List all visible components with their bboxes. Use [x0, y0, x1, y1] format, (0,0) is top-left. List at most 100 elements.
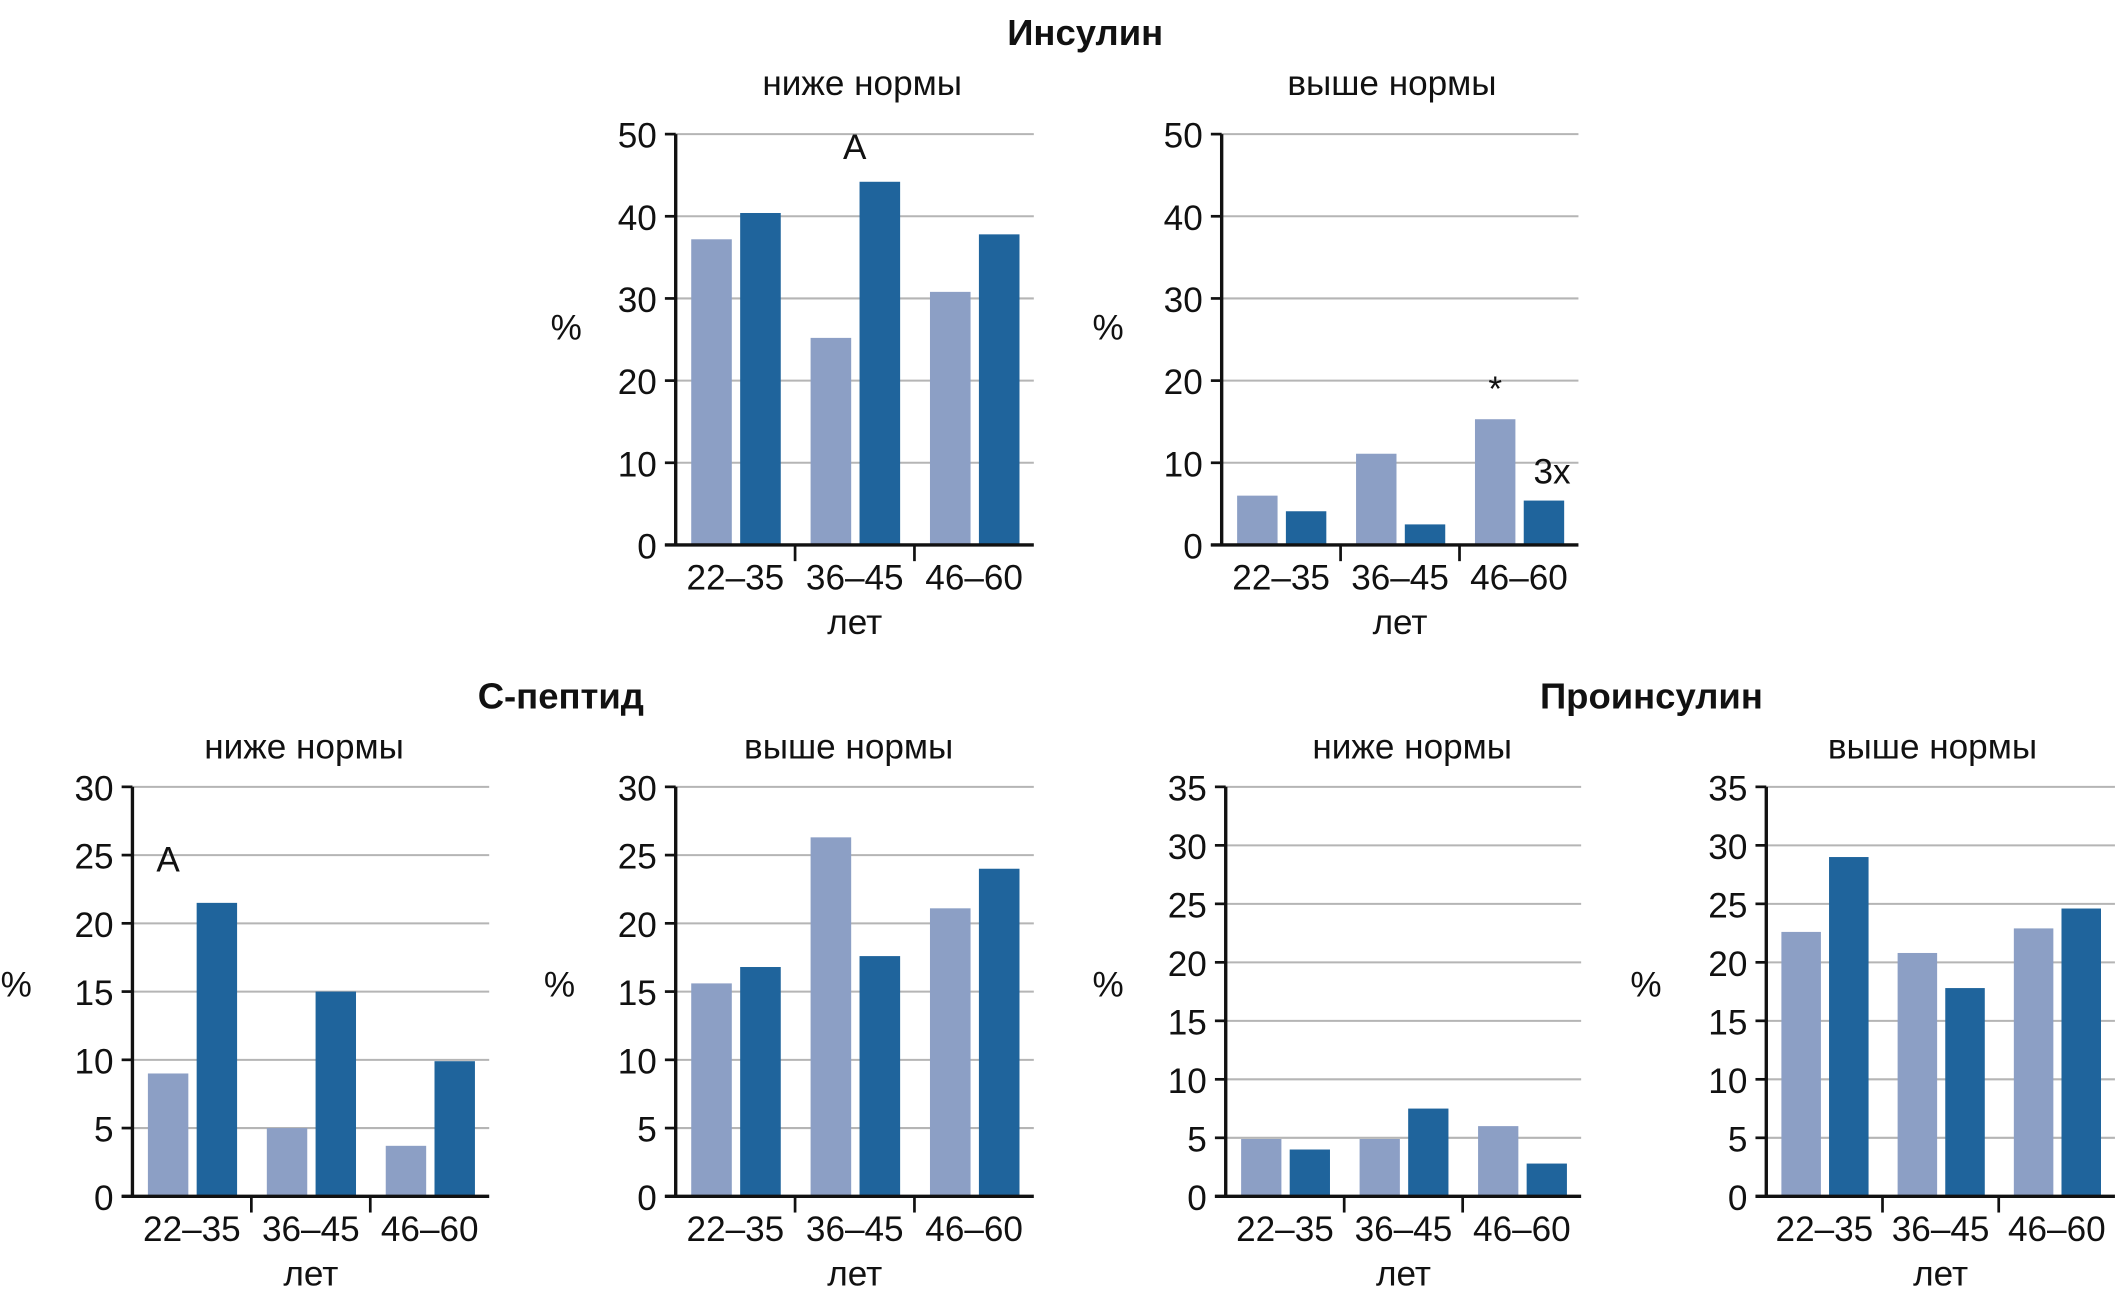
- x-tick-label: 46–60: [381, 1210, 479, 1249]
- y-tick-label: 20: [1708, 945, 1747, 984]
- y-tick-label: 40: [618, 199, 657, 238]
- y-tick-label: 15: [74, 974, 113, 1013]
- y-tick-label: 5: [1728, 1120, 1748, 1159]
- y-tick-label: 50: [1164, 117, 1203, 156]
- y-tick-label: 0: [94, 1179, 114, 1218]
- y-tick-label: 35: [1168, 769, 1207, 808]
- x-tick-label: 36–45: [262, 1210, 360, 1249]
- bar-dark-1: [859, 956, 901, 1197]
- y-tick-label: 30: [1164, 281, 1203, 320]
- chart-subtitle: ниже нормы: [204, 727, 404, 766]
- y-tick-label: 0: [1187, 1179, 1207, 1218]
- bar-light-1: [1359, 1138, 1400, 1197]
- x-tick-label: 36–45: [1355, 1210, 1453, 1249]
- bar-light-1: [810, 337, 852, 545]
- chart-4: ниже нормы 0 5 10 15 20 25 30 35 22–35 36–45 46–60%…: [1093, 727, 1582, 1294]
- annotation: A: [843, 128, 867, 167]
- x-tick-label: 22–35: [1236, 1210, 1334, 1249]
- x-tick-label: 22–35: [687, 559, 785, 598]
- x-axis-label: лет: [827, 603, 882, 642]
- annotation: A: [156, 840, 180, 879]
- bar-dark-0: [740, 967, 781, 1197]
- bar-dark-0: [1829, 857, 1869, 1197]
- bar-light-1: [1897, 952, 1938, 1197]
- annotation: *: [1488, 370, 1502, 409]
- chart-subtitle: ниже нормы: [1312, 727, 1512, 766]
- y-tick-label: 20: [1168, 945, 1207, 984]
- chart-subtitle: выше нормы: [1287, 64, 1496, 103]
- bar-dark-2: [2061, 908, 2101, 1197]
- bar-light-2: [929, 291, 971, 545]
- y-tick-label: 30: [618, 769, 657, 808]
- chart-3: выше нормы 0 5 10 15 20 25 30 22–35 36–45 46–60% ле…: [544, 727, 1034, 1294]
- chart-2: ниже нормы 0 5 10 15 20 25 30 22–35 36–45 46–60% ле…: [1, 727, 490, 1294]
- y-tick-label: 5: [94, 1111, 114, 1150]
- y-tick-label: 15: [1168, 1003, 1207, 1042]
- y-tick-label: 35: [1708, 769, 1747, 808]
- y-axis-label: %: [544, 965, 575, 1004]
- chart-1: выше нормы 0 10 20 30 40 50 22–35 36–45 46–60% лет…: [1093, 64, 1579, 642]
- annotation: 3x: [1534, 452, 1572, 491]
- x-tick-label: 46–60: [1473, 1210, 1571, 1249]
- group-title-insulin: Инсулин: [1007, 12, 1163, 53]
- y-tick-label: 10: [1164, 445, 1203, 484]
- y-tick-label: 25: [618, 838, 657, 877]
- y-axis-label: %: [1093, 965, 1124, 1004]
- x-axis-label: лет: [827, 1255, 882, 1294]
- y-tick-label: 10: [618, 445, 657, 484]
- y-tick-label: 20: [1164, 363, 1203, 402]
- y-tick-label: 10: [74, 1042, 113, 1081]
- bar-dark-2: [978, 234, 1020, 545]
- x-tick-label: 22–35: [1776, 1210, 1874, 1249]
- x-tick-label: 36–45: [806, 1210, 904, 1249]
- y-tick-label: 30: [1168, 828, 1207, 867]
- x-tick-label: 36–45: [1892, 1210, 1990, 1249]
- y-tick-label: 0: [1183, 527, 1203, 566]
- y-tick-label: 5: [637, 1111, 657, 1150]
- y-tick-label: 0: [1728, 1179, 1748, 1218]
- chart-subtitle: ниже нормы: [762, 64, 962, 103]
- bar-dark-0: [1289, 1149, 1330, 1197]
- bar-light-2: [1478, 1126, 1519, 1197]
- x-tick-label: 46–60: [2008, 1210, 2106, 1249]
- y-tick-label: 30: [618, 281, 657, 320]
- bar-light-0: [1237, 495, 1278, 545]
- y-tick-label: 40: [1164, 199, 1203, 238]
- x-axis-label: лет: [283, 1255, 338, 1294]
- x-tick-label: 36–45: [806, 559, 904, 598]
- y-tick-label: 25: [1708, 886, 1747, 925]
- x-tick-label: 46–60: [1470, 559, 1568, 598]
- y-tick-label: 50: [618, 117, 657, 156]
- y-tick-label: 30: [74, 769, 113, 808]
- group-title-proinsulin: Проинсулин: [1540, 675, 1763, 716]
- bar-dark-1: [1408, 1108, 1449, 1197]
- bar-light-0: [1781, 931, 1821, 1197]
- bar-dark-0: [196, 902, 238, 1197]
- y-tick-label: 20: [74, 906, 113, 945]
- x-axis-label: лет: [1913, 1255, 1968, 1294]
- y-tick-label: 20: [618, 363, 657, 402]
- bar-dark-2: [978, 868, 1020, 1197]
- y-tick-label: 10: [1168, 1062, 1207, 1101]
- chart-subtitle: выше нормы: [744, 727, 953, 766]
- x-tick-label: 46–60: [925, 559, 1023, 598]
- bar-dark-2: [434, 1061, 475, 1197]
- bar-dark-1: [315, 991, 357, 1197]
- y-tick-label: 20: [618, 906, 657, 945]
- x-tick-label: 22–35: [143, 1210, 241, 1249]
- bar-light-0: [147, 1073, 189, 1197]
- bar-dark-0: [1285, 511, 1327, 545]
- bar-dark-1: [859, 181, 901, 545]
- bar-light-0: [691, 239, 732, 545]
- y-tick-label: 10: [1708, 1062, 1747, 1101]
- bar-dark-0: [740, 212, 781, 545]
- y-tick-label: 10: [618, 1042, 657, 1081]
- y-tick-label: 15: [618, 974, 657, 1013]
- bar-light-2: [385, 1145, 427, 1197]
- y-tick-label: 5: [1187, 1120, 1207, 1159]
- y-tick-label: 25: [1168, 886, 1207, 925]
- bar-dark-2: [1526, 1163, 1567, 1197]
- bar-light-0: [1241, 1138, 1282, 1197]
- y-tick-label: 0: [637, 1179, 657, 1218]
